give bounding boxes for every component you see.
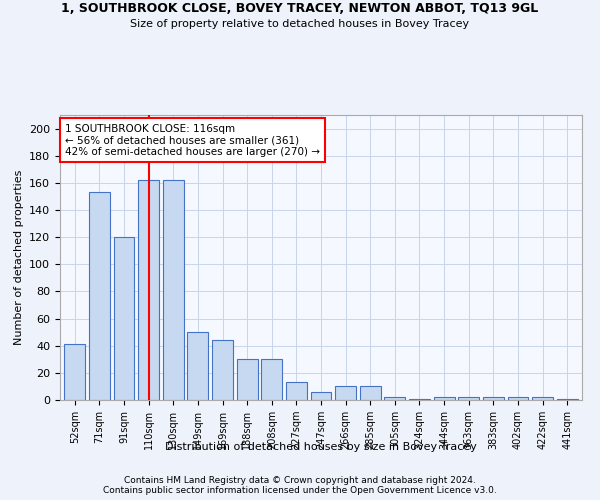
Y-axis label: Number of detached properties: Number of detached properties <box>14 170 23 345</box>
Bar <box>434 398 455 400</box>
Bar <box>557 398 578 400</box>
Bar <box>138 180 159 400</box>
Bar <box>163 180 184 400</box>
Bar <box>113 237 134 400</box>
Text: Distribution of detached houses by size in Bovey Tracey: Distribution of detached houses by size … <box>165 442 477 452</box>
Bar <box>360 386 381 400</box>
Bar <box>458 398 479 400</box>
Text: Size of property relative to detached houses in Bovey Tracey: Size of property relative to detached ho… <box>130 19 470 29</box>
Bar <box>409 398 430 400</box>
Bar <box>64 344 85 400</box>
Text: 1, SOUTHBROOK CLOSE, BOVEY TRACEY, NEWTON ABBOT, TQ13 9GL: 1, SOUTHBROOK CLOSE, BOVEY TRACEY, NEWTO… <box>61 2 539 16</box>
Bar <box>385 398 406 400</box>
Bar <box>335 386 356 400</box>
Bar <box>236 360 257 400</box>
Text: 1 SOUTHBROOK CLOSE: 116sqm
← 56% of detached houses are smaller (361)
42% of sem: 1 SOUTHBROOK CLOSE: 116sqm ← 56% of deta… <box>65 124 320 157</box>
Bar <box>187 332 208 400</box>
Bar <box>286 382 307 400</box>
Bar <box>483 398 504 400</box>
Text: Contains HM Land Registry data © Crown copyright and database right 2024.
Contai: Contains HM Land Registry data © Crown c… <box>103 476 497 495</box>
Bar <box>532 398 553 400</box>
Bar <box>508 398 529 400</box>
Bar <box>261 360 282 400</box>
Bar <box>89 192 110 400</box>
Bar <box>311 392 331 400</box>
Bar <box>212 340 233 400</box>
